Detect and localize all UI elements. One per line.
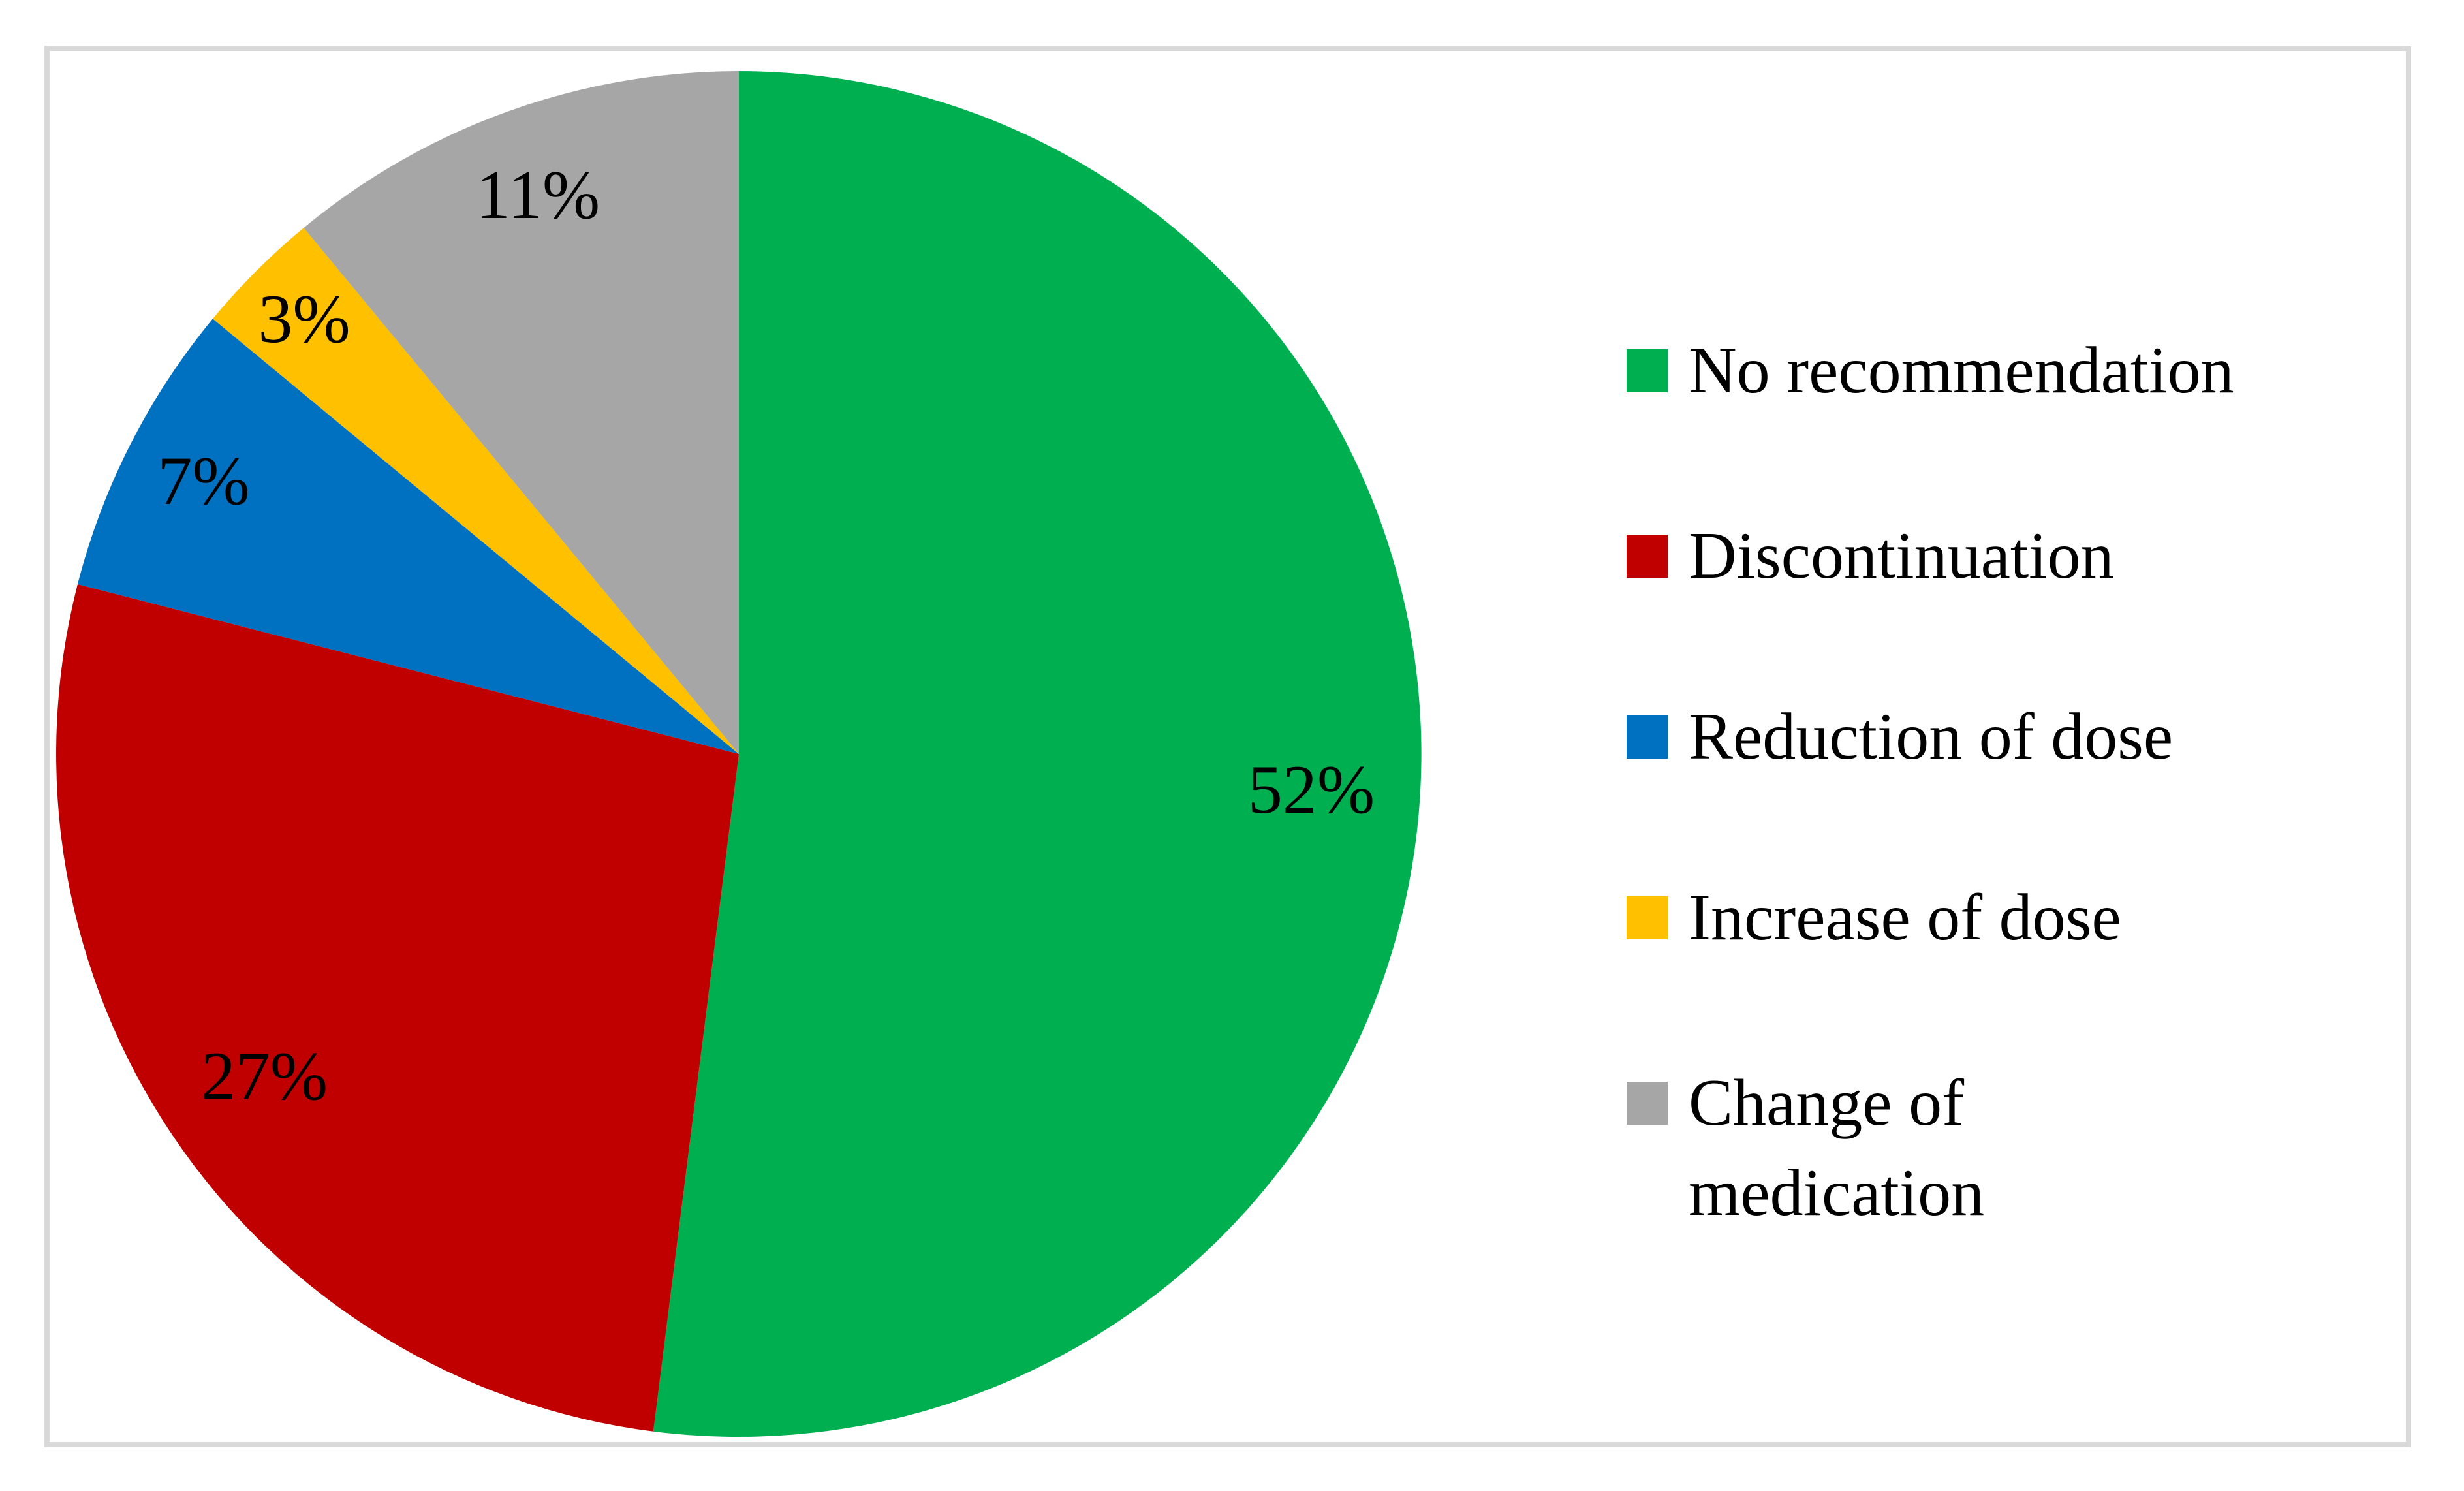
legend-swatch-reduction-of-dose	[1627, 715, 1668, 759]
data-label-increase-of-dose: 3%	[258, 281, 351, 357]
pie-slice-change-of-medication	[304, 71, 739, 754]
legend-label-line: Reduction of dose	[1689, 700, 2174, 774]
legend-label-line: Increase of dose	[1689, 881, 2121, 954]
legend-item-increase-of-dose: Increase of dose	[1627, 873, 2121, 963]
legend-label-reduction-of-dose: Reduction of dose	[1689, 692, 2173, 782]
pie-slice-increase-of-dose	[213, 228, 739, 754]
data-label-reduction-of-dose: 7%	[157, 443, 250, 519]
pie-slice-reduction-of-dose	[77, 319, 739, 754]
pie-slice-discontinuation	[56, 584, 740, 1432]
legend-swatch-discontinuation	[1627, 535, 1668, 578]
legend-label-no-recommendation: No recommendation	[1689, 326, 2234, 416]
legend-label-increase-of-dose: Increase of dose	[1689, 873, 2121, 963]
legend-label-discontinuation: Discontinuation	[1689, 511, 2114, 601]
legend-label-change-of-medication: Change of medication	[1689, 1058, 1984, 1238]
data-label-discontinuation: 27%	[200, 1038, 328, 1114]
pie-slice-no-recommendation	[653, 71, 1422, 1437]
legend-label-line: Change of	[1689, 1066, 1965, 1140]
legend-item-discontinuation: Discontinuation	[1627, 511, 2114, 601]
figure-border	[44, 46, 2411, 1447]
legend-swatch-no-recommendation	[1627, 349, 1668, 392]
legend-item-reduction-of-dose: Reduction of dose	[1627, 692, 2173, 782]
legend-swatch-change-of-medication	[1627, 1082, 1668, 1125]
data-label-no-recommendation: 52%	[1247, 751, 1375, 828]
legend-label-line: Discontinuation	[1689, 519, 2114, 593]
legend-label-line: No recommendation	[1689, 334, 2234, 407]
legend-swatch-increase-of-dose	[1627, 896, 1668, 939]
legend-item-no-recommendation: No recommendation	[1627, 326, 2234, 416]
data-label-change-of-medication: 11%	[475, 157, 600, 233]
legend-label-line: medication	[1689, 1156, 1985, 1230]
legend-item-change-of-medication: Change of medication	[1627, 1058, 1984, 1238]
